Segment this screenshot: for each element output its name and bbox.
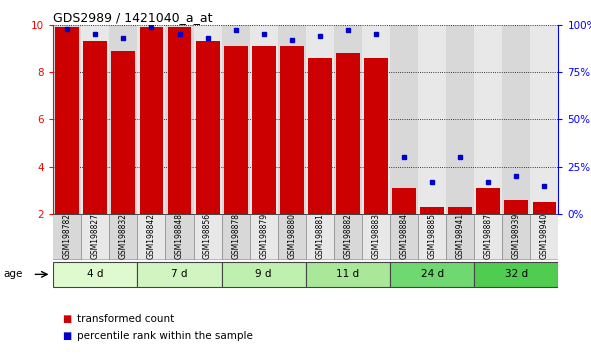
Bar [222, 262, 306, 287]
Bar [278, 214, 306, 260]
Bar [336, 53, 360, 214]
Bar [505, 200, 528, 214]
Bar [81, 25, 109, 214]
Bar [476, 188, 500, 214]
Bar [53, 214, 81, 260]
Text: GDS2989 / 1421040_a_at: GDS2989 / 1421040_a_at [53, 11, 213, 24]
Bar [165, 214, 193, 260]
Text: GSM198941: GSM198941 [456, 213, 465, 259]
Text: GSM198878: GSM198878 [231, 213, 240, 259]
Text: ■: ■ [62, 331, 72, 341]
Bar [56, 27, 79, 214]
Bar [446, 214, 474, 260]
Text: 32 d: 32 d [505, 269, 528, 279]
Bar [83, 41, 107, 214]
Bar [81, 214, 109, 260]
Bar [53, 25, 81, 214]
Bar [532, 202, 556, 214]
Bar [53, 262, 137, 287]
Text: GSM198885: GSM198885 [428, 213, 437, 259]
Text: GSM198879: GSM198879 [259, 213, 268, 259]
Bar [530, 214, 558, 260]
Bar [390, 25, 418, 214]
Bar [249, 214, 278, 260]
Text: 7 d: 7 d [171, 269, 188, 279]
Bar [308, 58, 332, 214]
Bar [502, 25, 531, 214]
Bar [137, 25, 165, 214]
Bar [252, 46, 275, 214]
Bar [364, 58, 388, 214]
Bar [390, 262, 474, 287]
Text: ■: ■ [62, 314, 72, 324]
Bar [418, 25, 446, 214]
Bar [193, 214, 222, 260]
Bar [224, 46, 248, 214]
Bar [306, 262, 390, 287]
Text: 4 d: 4 d [87, 269, 103, 279]
Text: transformed count: transformed count [77, 314, 174, 324]
Bar [306, 25, 334, 214]
Text: GSM198842: GSM198842 [147, 213, 156, 259]
Text: GSM198832: GSM198832 [119, 213, 128, 259]
Text: GSM198782: GSM198782 [63, 213, 72, 259]
Bar [362, 214, 390, 260]
Bar [392, 188, 416, 214]
Text: GSM198887: GSM198887 [484, 213, 493, 259]
Bar [168, 27, 191, 214]
Bar [137, 262, 222, 287]
Text: GSM198856: GSM198856 [203, 213, 212, 259]
Text: GSM198883: GSM198883 [372, 213, 381, 259]
Bar [474, 25, 502, 214]
Bar [222, 214, 249, 260]
Bar [418, 214, 446, 260]
Text: GSM198827: GSM198827 [91, 213, 100, 259]
Text: GSM198940: GSM198940 [540, 213, 549, 259]
Bar [334, 214, 362, 260]
Text: GSM198880: GSM198880 [287, 213, 296, 259]
Bar [193, 25, 222, 214]
Bar [249, 25, 278, 214]
Text: age: age [3, 269, 22, 279]
Bar [280, 46, 304, 214]
Text: percentile rank within the sample: percentile rank within the sample [77, 331, 253, 341]
Bar [502, 214, 531, 260]
Bar [278, 25, 306, 214]
Bar [137, 214, 165, 260]
Bar [449, 207, 472, 214]
Bar [112, 51, 135, 214]
Text: GSM198881: GSM198881 [316, 213, 324, 259]
Bar [446, 25, 474, 214]
Text: GSM198882: GSM198882 [343, 213, 352, 259]
Bar [474, 262, 558, 287]
Text: 24 d: 24 d [421, 269, 444, 279]
Text: 9 d: 9 d [255, 269, 272, 279]
Bar [109, 25, 137, 214]
Bar [306, 214, 334, 260]
Bar [222, 25, 249, 214]
Text: GSM198884: GSM198884 [400, 213, 408, 259]
Bar [474, 214, 502, 260]
Bar [196, 41, 219, 214]
Bar [139, 27, 163, 214]
Bar [165, 25, 193, 214]
Bar [362, 25, 390, 214]
Text: GSM198939: GSM198939 [512, 213, 521, 259]
Bar [109, 214, 137, 260]
Bar [420, 207, 444, 214]
Bar [390, 214, 418, 260]
Bar [530, 25, 558, 214]
Bar [334, 25, 362, 214]
Text: 11 d: 11 d [336, 269, 359, 279]
Text: GSM198848: GSM198848 [175, 213, 184, 259]
